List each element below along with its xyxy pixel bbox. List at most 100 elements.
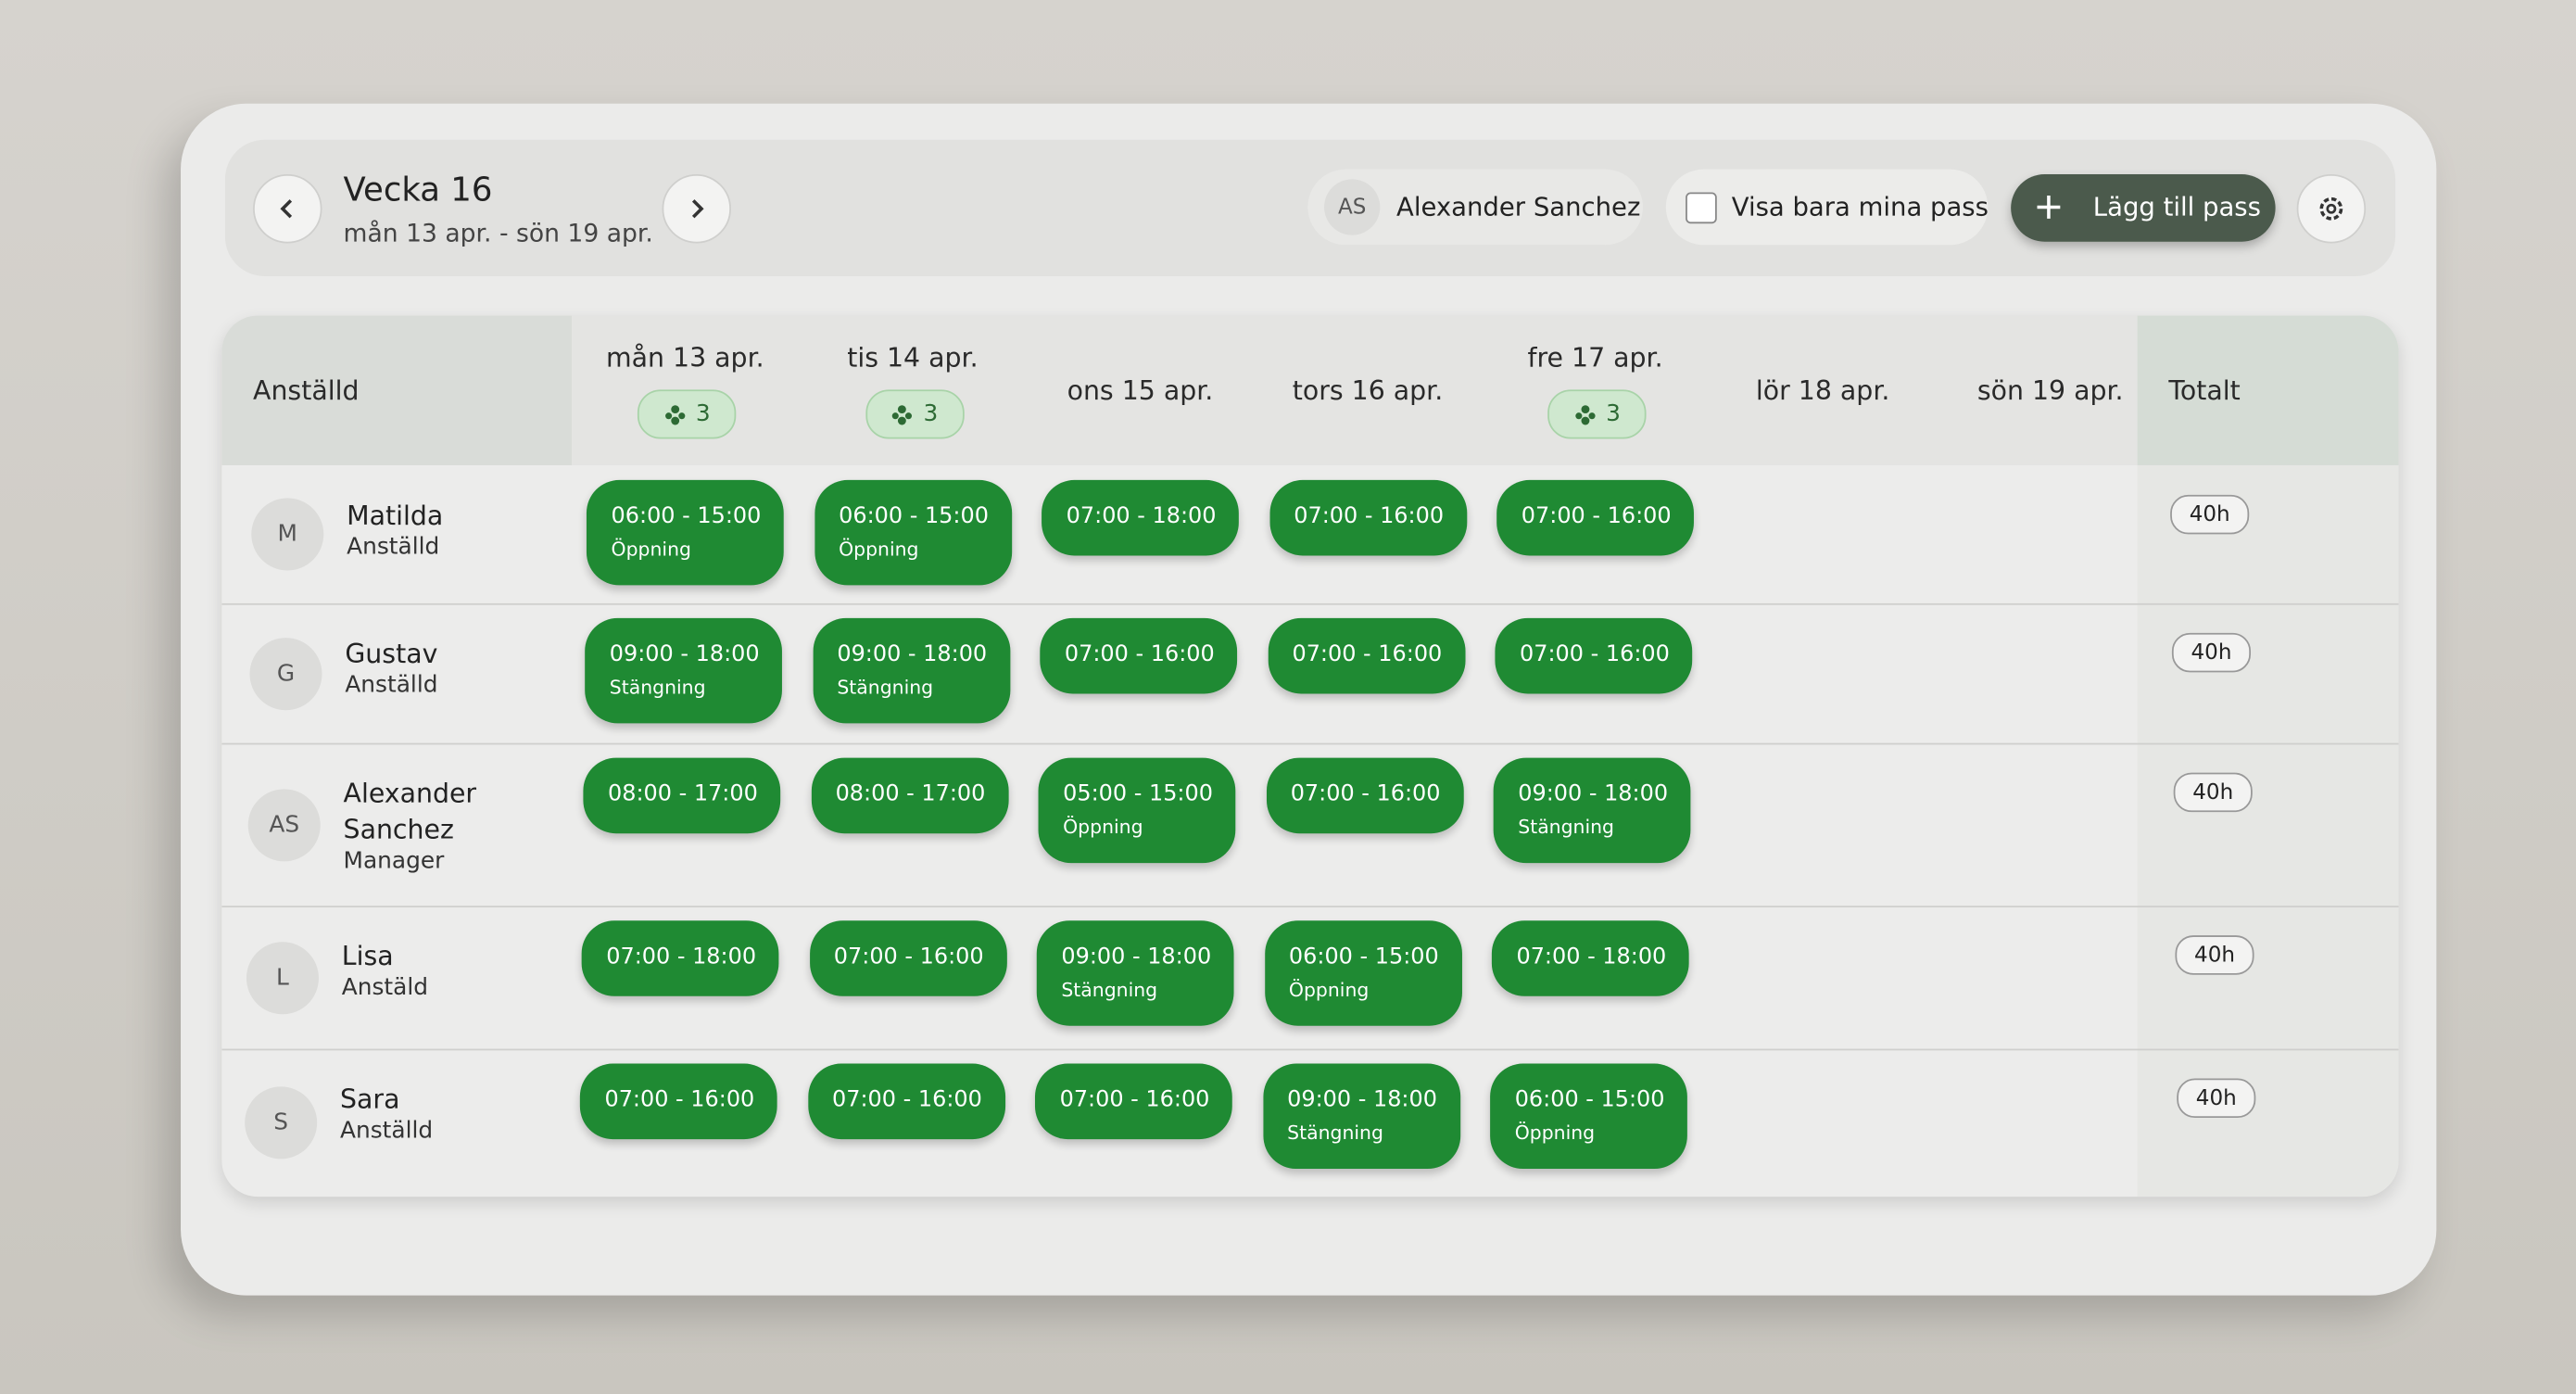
shift-time: 07:00 - 16:00 [1290, 780, 1441, 807]
shift[interactable]: 07:00 - 16:00 [1495, 617, 1693, 694]
shift-label: Stängning [1061, 978, 1158, 1002]
shift-label: Öppning [839, 537, 919, 561]
day-header: fre 17 apr. [1527, 341, 1663, 374]
avatar: L [246, 941, 319, 1014]
shift-time: 07:00 - 16:00 [1059, 1086, 1210, 1113]
shift-time: 07:00 - 16:00 [832, 1086, 982, 1113]
shift[interactable]: 06:00 - 15:00 Öppning [1490, 1063, 1687, 1170]
people-icon [891, 405, 913, 425]
shift[interactable]: 07:00 - 16:00 [1266, 757, 1463, 834]
day-header: sön 19 apr. [1976, 374, 2124, 407]
shift-label: Öppning [1063, 815, 1143, 839]
shift-time: 07:00 - 16:00 [1521, 502, 1672, 530]
avatar: S [245, 1086, 318, 1160]
employee-role: Anställd [347, 534, 440, 561]
employee-header: Anställd [253, 374, 360, 407]
employee-role: Anstäld [341, 974, 429, 1002]
shift-label: Öppning [611, 537, 691, 561]
filter-toggle[interactable] [1665, 169, 1989, 246]
shift-time: 08:00 - 17:00 [835, 780, 986, 807]
total-hours: 40h [2173, 772, 2253, 813]
shift-time: 09:00 - 18:00 [1061, 944, 1212, 970]
shift[interactable]: 07:00 - 16:00 [1040, 617, 1238, 694]
shift[interactable]: 07:00 - 18:00 [1491, 920, 1689, 996]
user-avatar: AS [1324, 179, 1381, 235]
shift[interactable]: 09:00 - 18:00 Stängning [1493, 757, 1691, 864]
employee-name: Sara [340, 1083, 400, 1115]
staff-count-badge: 3 [637, 389, 737, 439]
employee-name: Matilda [347, 500, 444, 531]
shift-time: 08:00 - 17:00 [608, 780, 758, 807]
shift[interactable]: 07:00 - 18:00 [581, 920, 779, 996]
shift-time: 07:00 - 18:00 [606, 944, 757, 970]
total-hours: 40h [2177, 1078, 2256, 1119]
shift-time: 09:00 - 18:00 [609, 640, 760, 668]
shift[interactable]: 09:00 - 18:00 Stängning [812, 617, 1010, 724]
day-header: ons 15 apr. [1067, 374, 1214, 407]
shift-label: Stängning [609, 675, 706, 699]
shift-time: 07:00 - 16:00 [833, 944, 984, 970]
shift-time: 06:00 - 15:00 [839, 502, 989, 530]
staff-count: 3 [1606, 400, 1621, 428]
row-divider [221, 906, 2399, 908]
employee-role: Anställd [340, 1118, 434, 1145]
shift[interactable]: 07:00 - 16:00 [1269, 479, 1467, 556]
settings-button[interactable] [2296, 174, 2367, 244]
shift-time: 07:00 - 16:00 [1294, 502, 1445, 530]
employee-role: Manager [343, 848, 445, 875]
shift[interactable]: 07:00 - 16:00 [809, 920, 1006, 996]
employee-name: Gustav [345, 638, 438, 669]
shift[interactable]: 07:00 - 16:00 [579, 1063, 777, 1140]
shift[interactable]: 07:00 - 16:00 [1034, 1063, 1232, 1140]
total-hours: 40h [2175, 935, 2254, 975]
shift[interactable]: 08:00 - 17:00 [810, 757, 1008, 834]
avatar: G [249, 637, 322, 710]
checkbox[interactable] [1686, 192, 1717, 224]
next-week[interactable] [662, 174, 731, 244]
employee-role: Anställd [345, 672, 438, 699]
shift[interactable]: 09:00 - 18:00 Stängning [1036, 920, 1234, 1026]
header-bg [221, 315, 2399, 465]
shift[interactable]: 07:00 - 16:00 [807, 1063, 1005, 1140]
employee-header-bg [221, 315, 573, 465]
row-divider [221, 1048, 2399, 1051]
shift-label: Öppning [1514, 1121, 1596, 1145]
shift[interactable]: 06:00 - 15:00 Öppning [814, 479, 1012, 586]
people-icon [664, 405, 685, 425]
shift-time: 09:00 - 18:00 [1287, 1086, 1437, 1113]
shift[interactable]: 07:00 - 18:00 [1042, 479, 1239, 556]
day-header: tis 14 apr. [847, 341, 979, 374]
shift[interactable]: 06:00 - 15:00 Öppning [1264, 920, 1462, 1026]
day-header: tors 16 apr. [1292, 374, 1444, 407]
shift[interactable]: 08:00 - 17:00 [583, 757, 781, 834]
row-divider [221, 602, 2399, 605]
shift[interactable]: 09:00 - 18:00 Stängning [1262, 1063, 1460, 1170]
shift-label: Stängning [1287, 1121, 1383, 1145]
staff-count-badge: 3 [865, 389, 964, 439]
total-header: Totalt [2168, 374, 2241, 407]
employee-name: Lisa [341, 940, 394, 972]
shift[interactable]: 06:00 - 15:00 Öppning [586, 479, 784, 586]
shift-label: Öppning [1288, 978, 1370, 1002]
avatar: M [251, 498, 324, 571]
shift[interactable]: 07:00 - 16:00 [1267, 617, 1465, 694]
shift[interactable]: 09:00 - 18:00 Stängning [585, 617, 782, 724]
employee-name: Alexander Sanchez [343, 777, 477, 845]
shift-label: Stängning [837, 675, 934, 699]
shift-label: Stängning [1518, 815, 1615, 839]
shift-time: 07:00 - 18:00 [1066, 502, 1217, 530]
shift-time: 07:00 - 16:00 [1292, 640, 1443, 668]
week-title: Vecka 16 [343, 169, 493, 209]
shift-time: 05:00 - 15:00 [1063, 780, 1213, 807]
shift-time: 07:00 - 16:00 [604, 1086, 755, 1113]
day-header: lör 18 apr. [1755, 374, 1890, 407]
shift-time: 09:00 - 18:00 [837, 640, 988, 668]
shift[interactable]: 07:00 - 16:00 [1496, 479, 1694, 556]
shift-time: 09:00 - 18:00 [1518, 780, 1669, 807]
shift-time: 07:00 - 16:00 [1520, 640, 1670, 668]
staff-count: 3 [923, 400, 939, 428]
filter-label: Visa bara mina pass [1731, 192, 1989, 222]
shift[interactable]: 05:00 - 15:00 Öppning [1038, 757, 1236, 864]
prev-week[interactable] [253, 174, 322, 244]
